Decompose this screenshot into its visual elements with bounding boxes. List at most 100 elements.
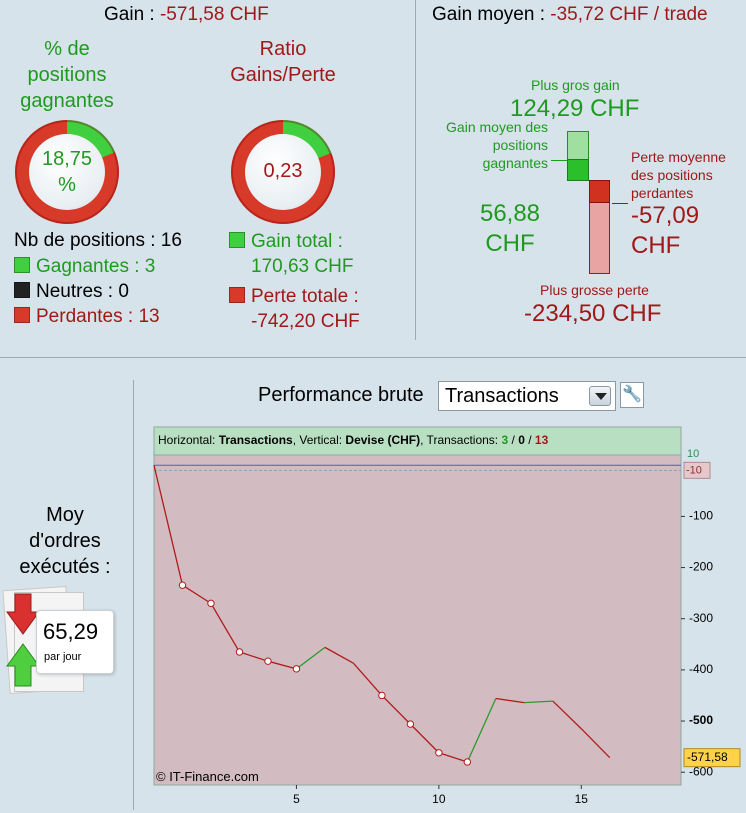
win-rate-donut: 18,75 % [15,120,119,224]
avg-gain-bar [567,159,589,181]
info-t-label: , Transactions: [420,433,501,447]
orders-unit: par jour [44,651,82,663]
red-square-icon [14,307,30,323]
avg-loss-value-unit: CHF [631,232,681,259]
avg-win-label: Gain moyen des positions gagnantes [436,118,548,172]
series-segment [239,651,269,662]
avg-gain-value: -35,72 CHF / trade [550,4,708,25]
ratio-title-line: Gains/Perte [230,64,336,86]
orders-card: 65,29 par jour [36,610,114,674]
avg-win-label-line: positions [492,137,548,153]
data-point [406,720,415,728]
losers-count: Perdantes : 13 [14,306,160,328]
avg-loss-label-line: des positions [631,167,713,183]
biggest-gain-label: Plus gros gain [531,77,620,93]
win-rate-title-line: positions [27,64,107,86]
series-segment [352,662,383,696]
series-segment [324,646,354,664]
avg-win-arrow [551,160,567,161]
plot-area [153,454,682,786]
red-square-icon [229,287,245,303]
chart-series [153,465,611,766]
avg-win-label-line: Gain moyen des [446,119,548,135]
avg-loss-label-line: Perte moyenne [631,149,726,165]
view-dropdown[interactable]: Transactions [438,381,616,411]
winners-label: Gagnantes : 3 [36,256,156,277]
chevron-down-icon[interactable] [589,386,611,406]
orders-label: Moy d'ordres exécutés : [4,502,126,580]
orders-label-line: Moy [46,504,84,526]
series-segment [466,698,497,763]
wrench-icon[interactable]: 🔧 [620,382,644,408]
data-point [207,599,215,608]
loss-total-label: Perte totale : [251,286,359,307]
win-rate-title-line: % de [44,38,90,60]
y-tick-label: -100 [689,509,713,523]
avg-win-value-number: 56,88 [479,200,541,227]
gain-label: Gain : [104,4,160,25]
donut-center [245,134,321,210]
avg-loss-label: Perte moyenne des positions perdantes [631,148,726,202]
info-t-sep: / [525,433,535,447]
current-value-label: -571,58 [687,750,728,764]
series-segment [267,660,297,670]
orders-arrows-icon [6,593,40,687]
gain-total: Gain total : 170,63 CHF [229,231,353,278]
losers-label: Perdantes : 13 [36,306,160,327]
y-tick-label-gain: 10 [687,448,699,460]
arrow-down-icon [6,593,40,635]
green-square-icon [229,232,245,248]
series-segment [153,465,184,586]
avg-loss-value-number: -57,09 [631,202,700,229]
y-tick-label-loss: -10 [686,464,702,476]
performance-chart: Horizontal: Transactions, Vertical: Devi… [153,426,741,806]
gain-total-label: Gain total : [251,231,343,252]
x-tick-label: 10 [432,792,446,806]
ratio-donut: 0,23 [231,120,335,224]
info-t-neutral: 0 [518,433,525,447]
orders-label-line: d'ordres [29,530,101,552]
y-tick-label: -200 [689,560,713,574]
series-segment [210,603,241,653]
series-segment [182,584,212,604]
gain-value: -571,58 CHF [159,4,269,25]
avg-loss-arrow [612,203,628,204]
chart-grid [154,464,681,471]
info-bar [153,426,682,456]
positions-count: Nb de positions : 16 [14,230,182,251]
series-segment [580,728,611,759]
orders-label-line: exécutés : [19,556,111,578]
data-point [264,657,272,665]
ratio-title: Ratio Gains/Perte [228,36,338,88]
y-tick-label: -300 [689,611,713,625]
data-point [235,648,244,656]
y-tick-label: -500 [689,713,713,727]
info-v-value: Devise (CHF) [345,433,420,447]
y-tick-label-loss-box [683,461,711,479]
neutral-label: Neutres : 0 [36,281,129,302]
x-tick-label: 15 [575,792,589,806]
win-rate-value: 18,75 % [15,146,119,198]
watermark: © IT-Finance.com [156,769,259,784]
green-square-icon [14,257,30,273]
data-point [178,581,187,589]
y-tick-label: -600 [689,764,713,778]
chart-info: Horizontal: Transactions, Vertical: Devi… [158,433,549,447]
info-t-sep: / [508,433,518,447]
gain-total-value: 170,63 CHF [251,256,354,277]
loss-total: Perte totale : -742,20 CHF [229,286,360,333]
ratio-value: 0,23 [263,160,303,182]
avg-win-value: 56,88 CHF [470,199,550,259]
win-rate-value-number: 18,75 [41,148,93,170]
arrow-up-icon [6,643,40,687]
avg-loss-value: -57,09 CHF [631,201,699,261]
biggest-loss-value: -234,50 CHF [524,300,662,327]
dropdown-value: Transactions [445,385,559,407]
avg-win-label-line: gagnantes [482,155,548,171]
avg-win-value-unit: CHF [485,230,535,257]
y-tick-label: -400 [689,662,713,676]
performance-label: Performance brute [258,384,424,406]
data-point [435,749,443,757]
info-t-loss: 13 [535,433,549,447]
series-segment [381,695,411,725]
